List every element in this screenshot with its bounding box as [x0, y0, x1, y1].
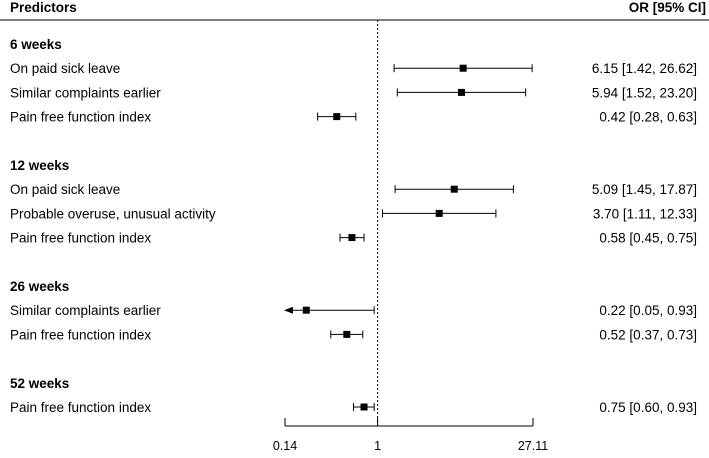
point-estimate: [360, 403, 368, 411]
header-predictors: Predictors: [10, 0, 77, 15]
row-estimate-text: 3.70 [1.11, 12.33]: [593, 206, 697, 221]
forest-row: On paid sick leave 5.09 [1.45, 17.87]: [10, 182, 697, 197]
row-label: On paid sick leave: [10, 61, 120, 76]
row-label: Pain free function index: [10, 231, 151, 246]
row-estimate-text: 0.75 [0.60, 0.93]: [599, 400, 697, 415]
row-estimate-text: 5.09 [1.45, 17.87]: [592, 182, 697, 197]
group-title: 6 weeks: [10, 37, 62, 52]
group-title: 52 weeks: [10, 376, 69, 391]
forest-row: Similar complaints earlier 0.22 [0.05, 0.…: [10, 303, 697, 318]
x-tick-label: 1: [374, 439, 381, 453]
point-estimate: [348, 234, 356, 242]
forest-row: Pain free function index 0.42 [0.28, 0.63…: [10, 110, 697, 125]
group-title: 12 weeks: [10, 158, 69, 173]
forest-row: Similar complaints earlier 5.94 [1.52, 23…: [10, 85, 697, 100]
row-estimate-text: 0.22 [0.05, 0.93]: [599, 303, 697, 318]
row-estimate-text: 0.52 [0.37, 0.73]: [599, 327, 697, 342]
row-label: Pain free function index: [10, 400, 151, 415]
x-tick-label: 27.11: [518, 439, 548, 453]
rows-layer: 6 weeks On paid sick leave 6.15 [1.42, 26.…: [10, 37, 697, 415]
point-estimate: [302, 306, 310, 314]
group-title: 26 weeks: [10, 279, 69, 294]
header-estimate: OR [95% CI]: [629, 0, 706, 15]
row-label: Pain free function index: [10, 110, 151, 125]
point-estimate: [333, 113, 341, 121]
row-label: Similar complaints earlier: [10, 303, 161, 318]
row-estimate-text: 5.94 [1.52, 23.20]: [592, 85, 697, 100]
ci-arrow-left: [284, 306, 293, 314]
point-estimate: [343, 330, 351, 338]
forest-row: Pain free function index 0.52 [0.37, 0.73…: [10, 327, 697, 342]
forest-row: Pain free function index 0.75 [0.60, 0.93…: [10, 400, 697, 415]
x-tick-label: 0.14: [273, 439, 297, 453]
point-estimate: [458, 88, 466, 96]
forest-row: On paid sick leave 6.15 [1.42, 26.62]: [10, 61, 697, 76]
row-estimate-text: 0.42 [0.28, 0.63]: [599, 110, 697, 125]
row-label: On paid sick leave: [10, 182, 120, 197]
point-estimate: [435, 209, 443, 217]
forest-row: Pain free function index 0.58 [0.45, 0.75…: [10, 231, 697, 246]
row-label: Pain free function index: [10, 327, 151, 342]
point-estimate: [459, 64, 467, 72]
header-row: Predictors OR [95% CI]: [0, 0, 709, 21]
forest-row: Probable overuse, unusual activity 3.70 […: [10, 206, 697, 221]
row-label: Probable overuse, unusual activity: [10, 206, 216, 221]
point-estimate: [450, 185, 458, 193]
row-estimate-text: 6.15 [1.42, 26.62]: [592, 61, 697, 76]
row-estimate-text: 0.58 [0.45, 0.75]: [599, 231, 697, 246]
row-label: Similar complaints earlier: [10, 85, 161, 100]
x-axis: 0.14 1 27.11: [273, 418, 548, 453]
